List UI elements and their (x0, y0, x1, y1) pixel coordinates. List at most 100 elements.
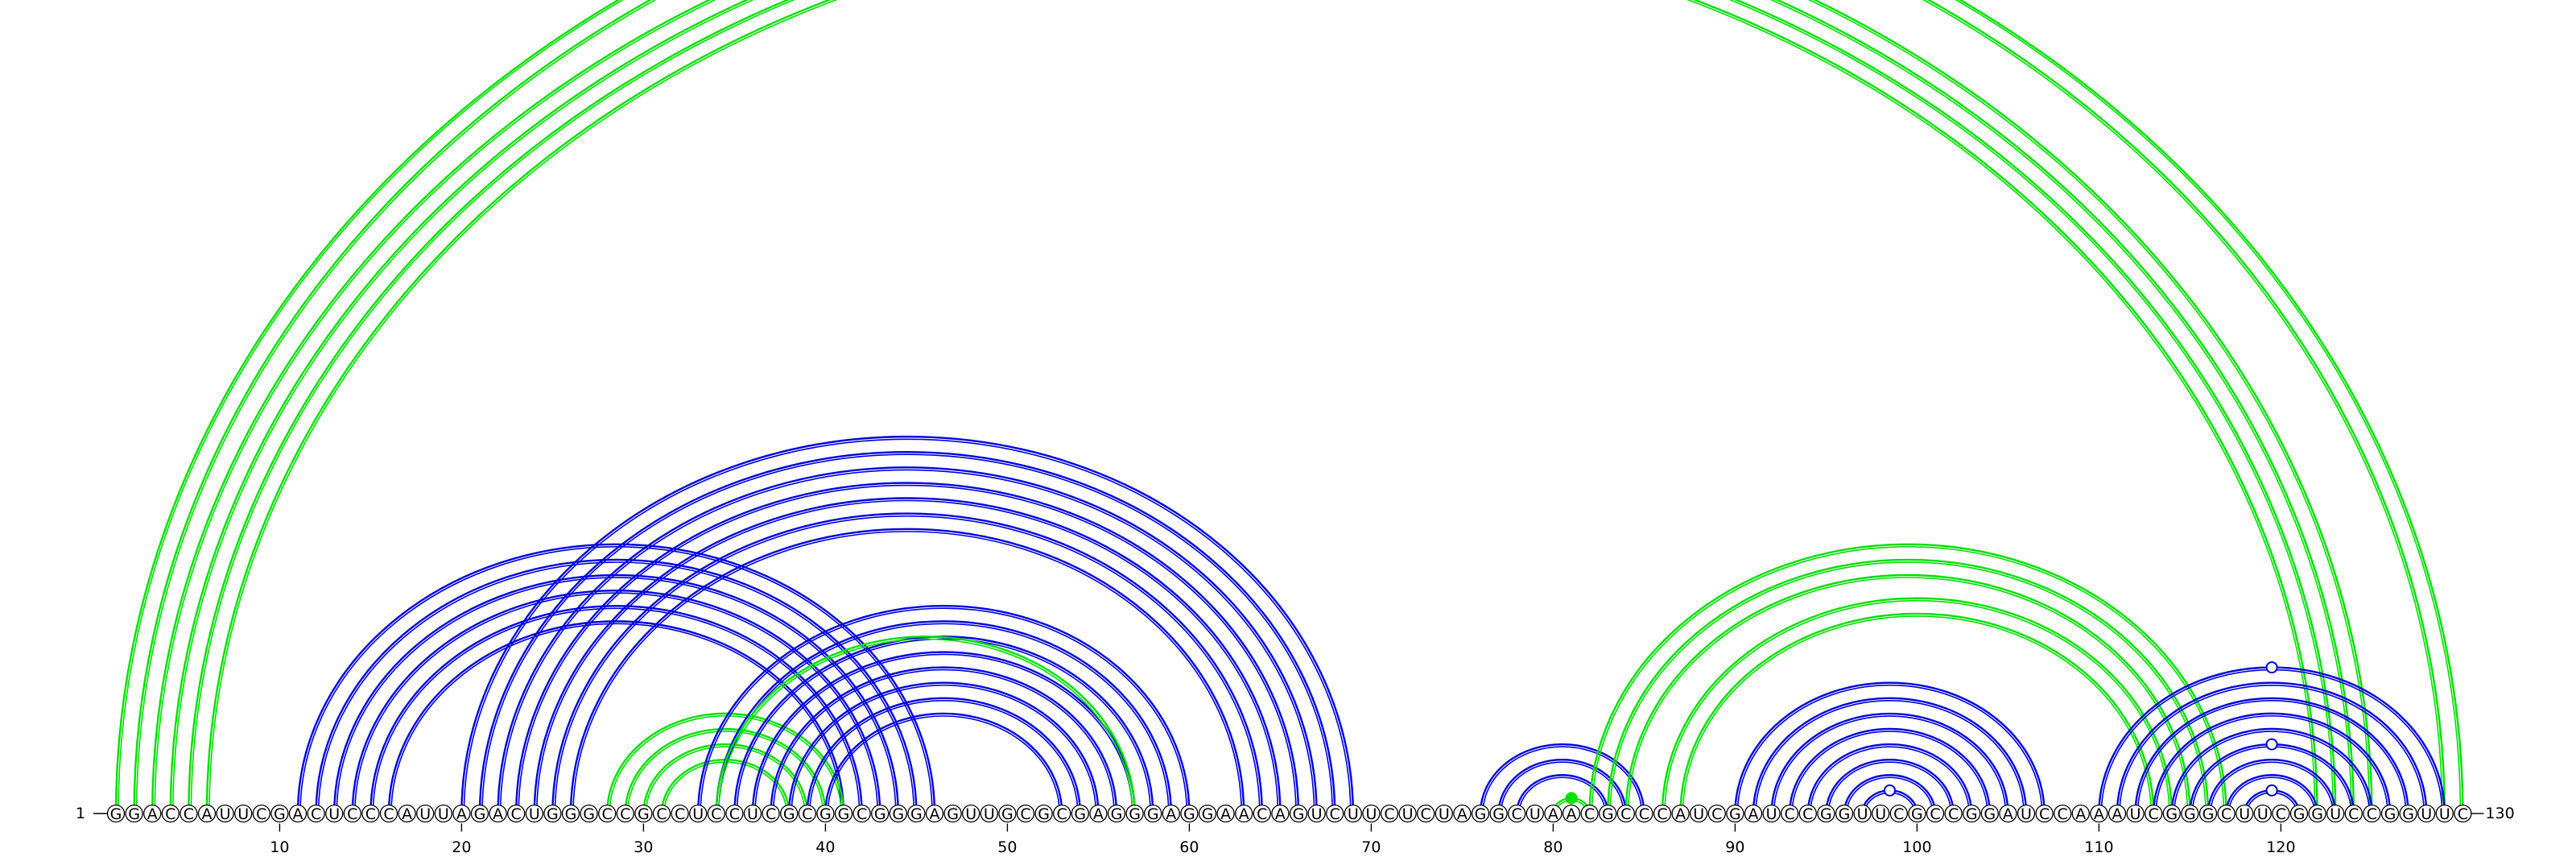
nucleotide-56: G (1107, 804, 1126, 823)
nucleotide-letter: C (1620, 805, 1631, 823)
nucleotide-letter: G (892, 805, 904, 823)
nucleotide-letter: A (1093, 805, 1104, 823)
nucleotide-letter: G (1129, 805, 1141, 823)
nucleotide-circle (1744, 804, 1763, 823)
nucleotide-circle (2454, 804, 2472, 823)
pair-arc-40-53 (824, 712, 1063, 814)
nucleotide-126: G (2380, 804, 2400, 823)
pair-arc-inner-35-58 (736, 638, 1151, 814)
nucleotide-letter: U (529, 805, 540, 823)
nucleotide-29: C (616, 804, 634, 823)
nucleotide-letter: C (511, 805, 522, 823)
pair-arc-15-42 (369, 604, 863, 814)
nucleotide-89: C (1707, 804, 1726, 823)
nucleotide-95: G (1817, 804, 1835, 823)
nucleotide-circle (798, 804, 816, 823)
nucleotide-circle (470, 804, 489, 823)
pair-arc-34-57 (715, 636, 1136, 814)
nucleotide-30: G (634, 804, 653, 823)
nucleotide-circle (1271, 804, 1290, 823)
nucleotide-circle (180, 804, 198, 823)
nucleotide-78: C (1508, 804, 1526, 823)
nucleotide-letter: A (1166, 805, 1176, 823)
pair-arc-inner-112-127 (2136, 700, 2407, 814)
nucleotide-letter: C (620, 805, 630, 823)
nucleotide-circle (1817, 804, 1835, 823)
nucleotide-68: C (1326, 804, 1344, 823)
nucleotide-circle (2272, 804, 2290, 823)
nucleotide-circle (2071, 804, 2090, 823)
nucleotide-91: A (1744, 804, 1763, 823)
nucleotide-letter: C (2458, 805, 2468, 823)
pair-arc-94-103 (1806, 743, 1973, 814)
pair-arc-inner-15-42 (372, 607, 861, 814)
nucleotide-circle (2090, 804, 2108, 823)
pair-arc-inner-82-117 (1591, 546, 2225, 814)
pair-arc-33-60 (697, 604, 1191, 814)
nucleotide-100: G (1908, 804, 1926, 823)
nucleotide-circle (1690, 804, 1708, 823)
nucleotide-circle (379, 804, 398, 823)
pair-arc-inner-77-84 (1500, 761, 1624, 814)
nucleotide-5: C (180, 804, 198, 823)
nucleotide-letter: C (857, 805, 867, 823)
pair-arc-90-107 (1734, 681, 2046, 814)
nucleotide-125: C (2363, 804, 2381, 823)
pair-arc-93-104 (1789, 727, 1991, 814)
nucleotide-letter: C (1948, 805, 1959, 823)
nucleotide-38: G (780, 804, 799, 823)
pair-arc-inner-29-40 (627, 731, 824, 814)
nucleotide-37: C (762, 804, 780, 823)
pair-arc-92-105 (1770, 712, 2009, 814)
nucleotide-93: C (1781, 804, 1799, 823)
pair-arc-21-68 (478, 451, 1336, 814)
nucleotide-48: U (962, 804, 980, 823)
nucleotide-letter: G (1111, 805, 1123, 823)
pair-arc-22-67 (497, 466, 1318, 814)
nucleotide-letter: C (1584, 805, 1595, 823)
nucleotide-27: G (580, 804, 598, 823)
pair-arc-inner-6-122 (208, 0, 2316, 814)
nucleotide-letter: U (984, 805, 995, 823)
nucleotide-letter: U (419, 805, 431, 823)
pair-arc-inner-92-105 (1773, 715, 2007, 814)
nucleotide-circle (1580, 804, 1599, 823)
nucleotide-45: G (907, 804, 926, 823)
nucleotide-letter: G (2293, 805, 2306, 823)
pair-arc-39-54 (806, 697, 1081, 814)
nucleotide-letter: C (347, 805, 357, 823)
pair-arc-114-125 (2170, 727, 2373, 814)
nucleotide-letter: G (819, 805, 832, 823)
nucleotide-103: G (1963, 804, 1981, 823)
nucleotide-circle (1908, 804, 1926, 823)
pair-arc-2-129 (133, 0, 2446, 814)
nucleotide-letter: A (1748, 805, 1759, 823)
nucleotide-circle (943, 804, 962, 823)
nucleotide-letter: G (2311, 805, 2323, 823)
nucleotide-letter: G (1820, 805, 1832, 823)
nucleotide-10: G (270, 804, 289, 823)
nucleotide-letter: A (1675, 805, 1686, 823)
nucleotide-circle (689, 804, 708, 823)
nucleotide-circle (1435, 804, 1453, 823)
nucleotide-letter: U (2130, 805, 2141, 823)
nucleotide-circle (1508, 804, 1526, 823)
pair-arc-35-58 (733, 636, 1154, 814)
tick-label-80: 80 (1543, 838, 1563, 856)
nucleotide-circle (671, 804, 689, 823)
nucleotide-108: C (2054, 804, 2072, 823)
nucleotide-letter: U (1348, 805, 1359, 823)
nucleotide-circle (543, 804, 562, 823)
nucleotide-14: C (343, 804, 361, 823)
apex-marker-115-124 (2265, 738, 2278, 751)
nucleotide-letter: C (1330, 805, 1340, 823)
nucleotide-circle (1471, 804, 1490, 823)
nucleotide-circle (1216, 804, 1235, 823)
nucleotide-113: C (2145, 804, 2163, 823)
nucleotide-59: A (1162, 804, 1180, 823)
ticks-layer: 10 20 30 40 50 60 70 80 90 100 110 120 (270, 823, 2296, 856)
nucleotide-letter: U (2439, 805, 2450, 823)
nucleotide-letter: A (293, 805, 303, 823)
nucleotide-circle (2253, 804, 2272, 823)
